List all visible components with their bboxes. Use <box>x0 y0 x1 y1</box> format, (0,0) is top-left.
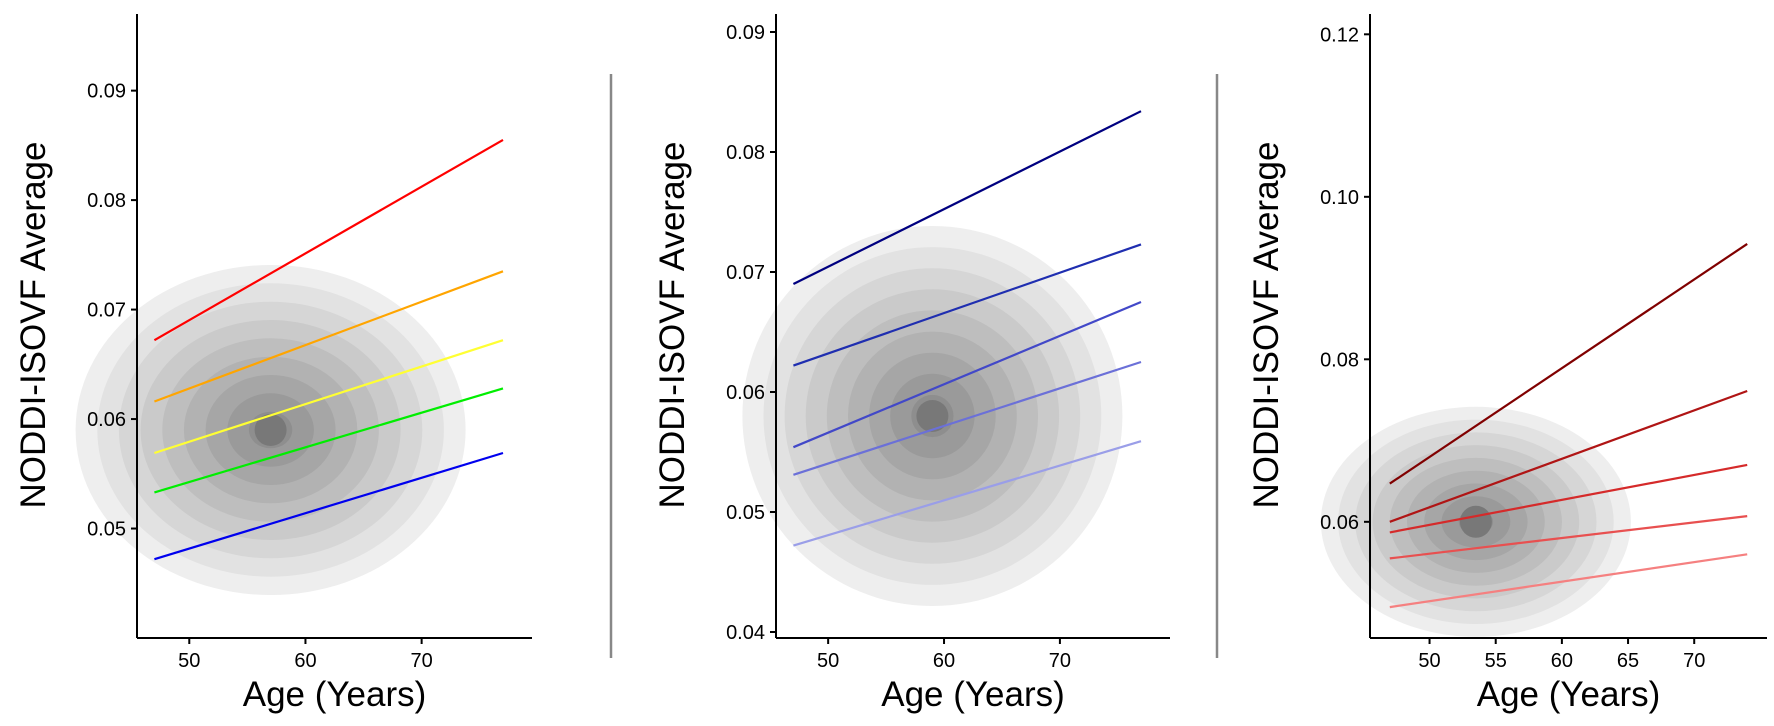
y-tick-label: 0.08 <box>726 142 765 164</box>
x-tick-label: 70 <box>1049 650 1071 672</box>
y-tick-label: 0.12 <box>1320 24 1359 46</box>
y-tick-label: 0.08 <box>87 190 126 212</box>
x-tick-label: 60 <box>1551 650 1573 672</box>
series-line-1 <box>1389 242 1748 485</box>
series-line-2 <box>154 270 504 403</box>
series-line-5 <box>793 440 1142 547</box>
y-axis-title: NODDI-ISOVF Average <box>653 142 692 509</box>
series-line-2 <box>793 243 1142 367</box>
x-tick-label: 55 <box>1485 650 1507 672</box>
series-line-3 <box>154 339 504 455</box>
x-tick-label: 50 <box>1418 650 1440 672</box>
x-tick-label: 70 <box>411 650 433 672</box>
density-peak <box>916 400 949 432</box>
y-tick-label: 0.05 <box>726 502 765 524</box>
x-axis-title: Age (Years) <box>881 675 1065 714</box>
y-axis-title: NODDI-ISOVF Average <box>14 142 53 509</box>
series-line-5 <box>1389 553 1748 609</box>
y-tick-label: 0.06 <box>1320 512 1359 534</box>
density-contours <box>742 226 1123 606</box>
y-tick-label: 0.04 <box>726 622 765 644</box>
series-line-4 <box>1389 515 1748 560</box>
y-tick-label: 0.06 <box>87 409 126 431</box>
chart-panel-right: 0.06 0.08 0.10 0.12 50 55 60 65 70 Age (Years) NOD… <box>1247 14 1767 714</box>
x-tick-label: 65 <box>1617 650 1639 672</box>
density-peak <box>254 414 287 446</box>
y-axis-title: NODDI-ISOVF Average <box>1247 142 1286 509</box>
x-axis-title: Age (Years) <box>1477 675 1661 714</box>
y-tick-label: 0.10 <box>1320 187 1359 209</box>
x-axis-title: Age (Years) <box>243 675 427 714</box>
series-line-4 <box>154 387 504 494</box>
x-tick-label: 70 <box>1683 650 1705 672</box>
y-tick-label: 0.07 <box>87 300 126 322</box>
density-peak <box>1459 505 1492 538</box>
density-contours <box>75 265 466 595</box>
x-tick-label: 50 <box>817 650 839 672</box>
chart-panel-middle: 0.04 0.05 0.06 0.07 0.08 0.09 50 60 70 Age (Years… <box>653 14 1170 714</box>
x-tick-label: 60 <box>933 650 955 672</box>
series-line-4 <box>793 360 1142 476</box>
y-tick-label: 0.06 <box>726 382 765 404</box>
density-contours <box>1320 406 1631 637</box>
x-tick-label: 60 <box>294 650 316 672</box>
series-line-5 <box>154 451 504 561</box>
y-tick-label: 0.09 <box>726 22 765 44</box>
series-line-3 <box>792 300 1142 449</box>
series-line-2 <box>1389 389 1748 523</box>
series-line-1 <box>792 110 1142 285</box>
y-tick-label: 0.07 <box>726 262 765 284</box>
y-tick-label: 0.08 <box>1320 349 1359 371</box>
x-tick-label: 50 <box>178 650 200 672</box>
series-line-3 <box>1389 463 1748 534</box>
y-tick-label: 0.09 <box>87 81 126 103</box>
series-line-1 <box>153 138 504 342</box>
y-tick-label: 0.05 <box>87 519 126 541</box>
chart-panel-left: 0.05 0.06 0.07 0.08 0.09 50 60 70 Age (Years) NOD… <box>14 14 532 714</box>
